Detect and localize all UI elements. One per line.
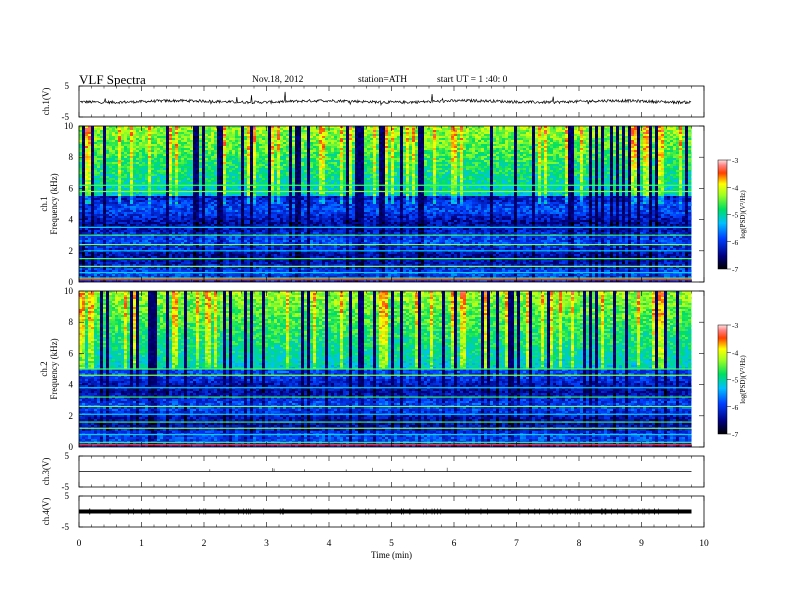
- ch4-waveform-ytick-label: 5: [65, 491, 70, 501]
- ch2-spectrogram-ytick-label: 2: [69, 411, 74, 421]
- ch2-spectrogram-ytick-label: 10: [64, 286, 74, 296]
- time-tick-label: 1: [139, 539, 144, 549]
- time-tick-label: 4: [327, 539, 332, 549]
- ch1-spectrogram-ytick-label: 4: [69, 215, 74, 225]
- ch2-spectrogram-ytick-label: 4: [69, 380, 74, 390]
- ch2-spectrogram-colorbar-tick-label: -6: [732, 403, 738, 412]
- ch2-spectrogram-ytick-label: 6: [69, 348, 74, 358]
- ch2-spectrogram-ylabel: Frequency (kHz): [49, 338, 59, 399]
- ch1-waveform-trace: [80, 92, 691, 105]
- ch3-waveform-ytick-label: 5: [65, 451, 70, 461]
- ch1-spectrogram-no-data: [692, 126, 705, 282]
- time-tick-label: 3: [264, 539, 269, 549]
- ch1-spectrogram-colorbar: [718, 160, 727, 269]
- ch1-waveform-ylabel: ch.1(V): [41, 88, 51, 116]
- ch1-spectrogram-ytick-label: 8: [69, 152, 74, 162]
- ch3-waveform-ylabel: ch.3(V): [41, 458, 51, 486]
- ch4-waveform-ylabel: ch.4(V): [41, 498, 51, 526]
- ch2-spectrogram-channel-label: ch.2: [39, 361, 49, 376]
- ch1-waveform-ytick-label: 5: [65, 81, 70, 91]
- ch2-spectrogram-colorbar-tick-label: -4: [732, 348, 738, 357]
- vlf-figure: 5-5ch.1(V)5-5ch.3(V)5-5ch.4(V)0246810ch.…: [0, 0, 792, 612]
- time-tick-label: 0: [77, 539, 82, 549]
- ch1-spectrogram-colorbar-label: log(PSD)(V²/Hz): [739, 190, 747, 239]
- ch1-spectrogram-colorbar-tick-label: -6: [732, 238, 738, 247]
- ch4-waveform-ytick-label: -5: [62, 522, 70, 532]
- ch1-spectrogram-colorbar-tick-label: -7: [732, 265, 738, 274]
- ch1-spectrogram-colorbar-tick-label: -4: [732, 183, 738, 192]
- time-axis-label: Time (min): [371, 550, 412, 560]
- ch2-spectrogram-colorbar-tick-label: -7: [732, 430, 738, 439]
- time-tick-label: 7: [514, 539, 519, 549]
- ch2-spectrogram-colorbar-label: log(PSD)(V²/Hz): [739, 355, 747, 404]
- ch2-spectrogram-colorbar: [718, 325, 727, 434]
- time-tick-label: 9: [639, 539, 644, 549]
- time-tick-label: 6: [452, 539, 457, 549]
- ch2-spectrogram-colorbar-tick-label: -5: [732, 376, 738, 385]
- ch1-spectrogram-colorbar-tick-label: -3: [732, 156, 738, 165]
- ch2-spectrogram-colorbar-tick-label: -3: [732, 321, 738, 330]
- ch4-waveform-trace: [79, 510, 692, 514]
- ch1-spectrogram-ytick-label: 10: [64, 121, 74, 131]
- ch2-spectrogram-ytick-label: 8: [69, 317, 74, 327]
- time-tick-label: 10: [699, 539, 709, 549]
- time-tick-label: 2: [202, 539, 207, 549]
- ch1-spectrogram-ytick-label: 2: [69, 246, 74, 256]
- time-tick-label: 5: [389, 539, 394, 549]
- time-tick-label: 8: [577, 539, 582, 549]
- ch1-spectrogram-channel-label: ch.1: [39, 196, 49, 211]
- ch1-spectrogram-ytick-label: 6: [69, 183, 74, 193]
- ch2-spectrogram-no-data: [692, 291, 705, 447]
- ch1-spectrogram-ylabel: Frequency (kHz): [49, 173, 59, 234]
- ch2-spectrogram-ytick-label: 0: [69, 442, 74, 452]
- ch1-spectrogram-colorbar-tick-label: -5: [732, 211, 738, 220]
